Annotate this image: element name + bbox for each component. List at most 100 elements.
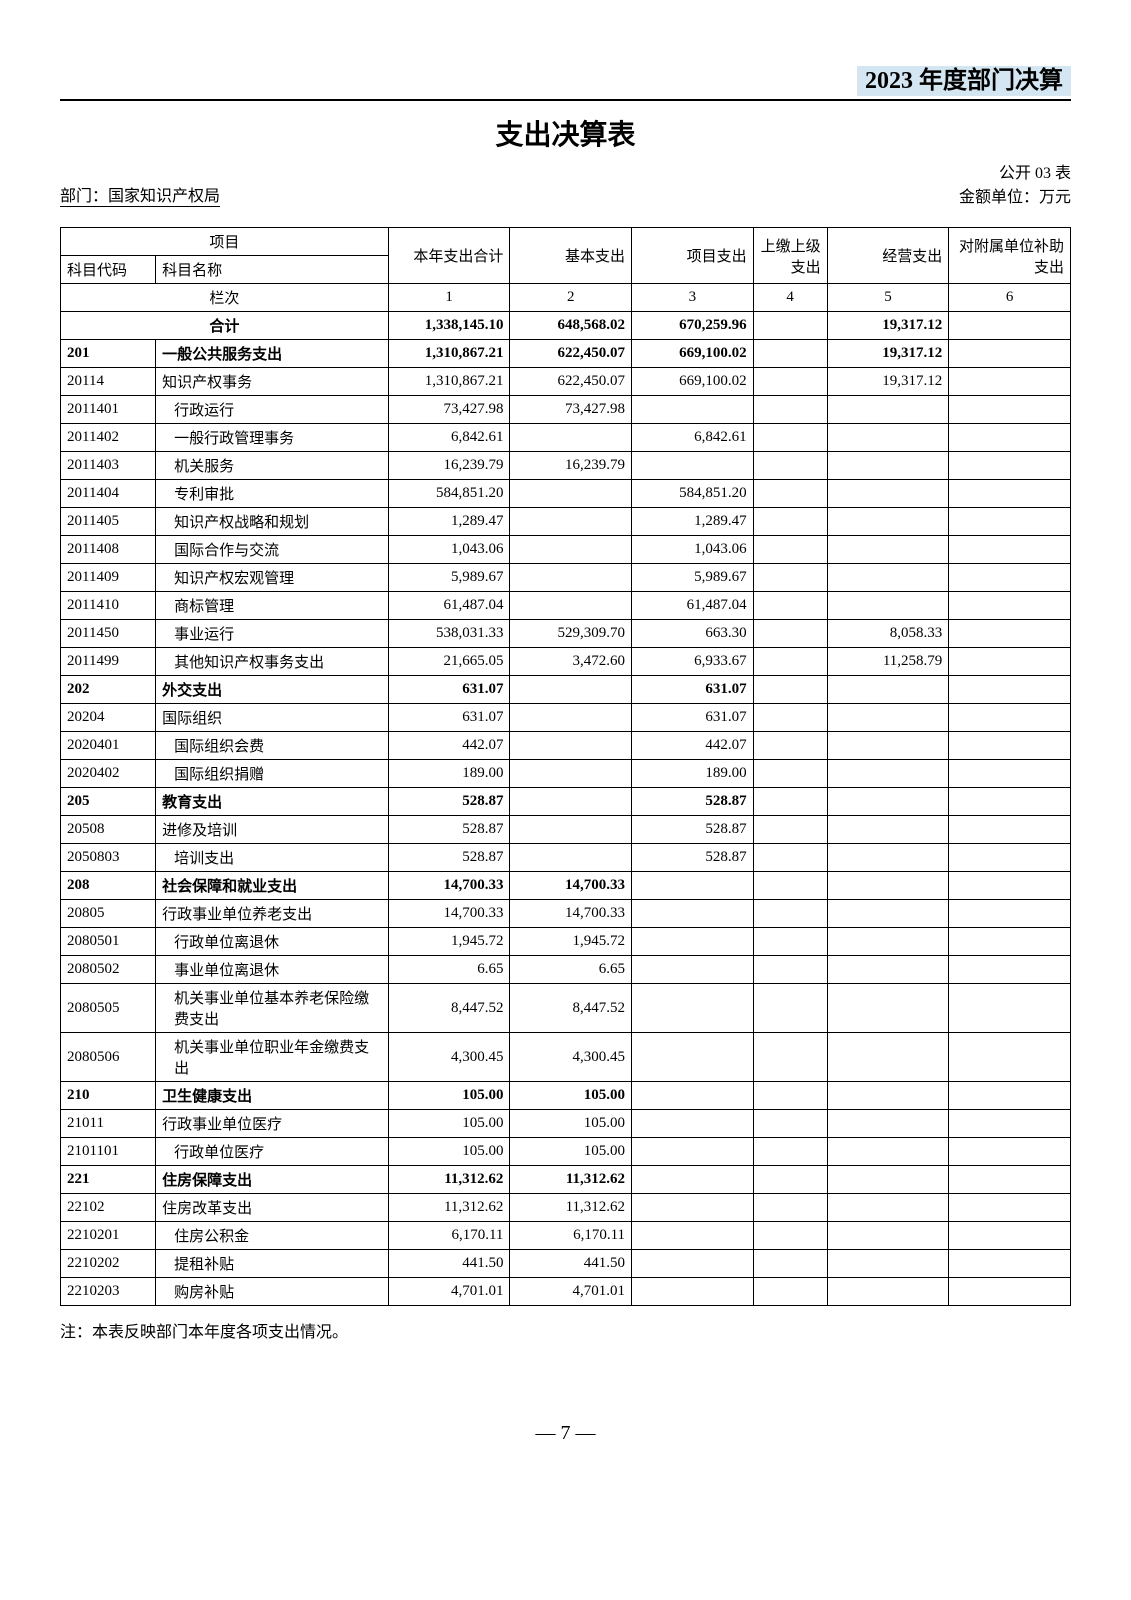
cell-business bbox=[827, 1166, 949, 1194]
cell-basic bbox=[510, 480, 632, 508]
cell-project bbox=[632, 984, 754, 1033]
cell-code: 201 bbox=[61, 340, 156, 368]
cell-business bbox=[827, 816, 949, 844]
table-row: 2080502事业单位离退休6.656.65 bbox=[61, 956, 1071, 984]
cell-basic bbox=[510, 564, 632, 592]
cell-name: 住房公积金 bbox=[156, 1222, 389, 1250]
cell-business bbox=[827, 1110, 949, 1138]
cell-subsidy bbox=[949, 648, 1071, 676]
cell-total: 105.00 bbox=[388, 1110, 510, 1138]
cell-code: 2020402 bbox=[61, 760, 156, 788]
cell-code: 2011499 bbox=[61, 648, 156, 676]
cell-code: 2011403 bbox=[61, 452, 156, 480]
cell-project: 631.07 bbox=[632, 676, 754, 704]
th-c5: 5 bbox=[827, 284, 949, 312]
cell-subsidy bbox=[949, 424, 1071, 452]
total-subsidy bbox=[949, 312, 1071, 340]
cell-total: 11,312.62 bbox=[388, 1194, 510, 1222]
cell-upper bbox=[753, 620, 827, 648]
cell-total: 6,170.11 bbox=[388, 1222, 510, 1250]
cell-business bbox=[827, 480, 949, 508]
cell-upper bbox=[753, 1194, 827, 1222]
cell-business bbox=[827, 928, 949, 956]
table-row: 20508进修及培训528.87528.87 bbox=[61, 816, 1071, 844]
table-row: 2011401行政运行73,427.9873,427.98 bbox=[61, 396, 1071, 424]
cell-project bbox=[632, 452, 754, 480]
cell-code: 2080501 bbox=[61, 928, 156, 956]
cell-upper bbox=[753, 592, 827, 620]
cell-business bbox=[827, 592, 949, 620]
cell-name: 购房补贴 bbox=[156, 1278, 389, 1306]
page-number: — 7 — bbox=[60, 1422, 1071, 1445]
cell-basic: 105.00 bbox=[510, 1138, 632, 1166]
department-label: 部门：国家知识产权局 bbox=[60, 182, 220, 207]
cell-subsidy bbox=[949, 1033, 1071, 1082]
cell-subsidy bbox=[949, 508, 1071, 536]
cell-subsidy bbox=[949, 956, 1071, 984]
cell-code: 2080506 bbox=[61, 1033, 156, 1082]
cell-basic: 14,700.33 bbox=[510, 900, 632, 928]
cell-code: 208 bbox=[61, 872, 156, 900]
cell-name: 事业单位离退休 bbox=[156, 956, 389, 984]
table-row: 2210201住房公积金6,170.116,170.11 bbox=[61, 1222, 1071, 1250]
cell-upper bbox=[753, 1110, 827, 1138]
cell-basic: 622,450.07 bbox=[510, 340, 632, 368]
cell-basic: 73,427.98 bbox=[510, 396, 632, 424]
cell-subsidy bbox=[949, 452, 1071, 480]
cell-upper bbox=[753, 452, 827, 480]
cell-business bbox=[827, 900, 949, 928]
cell-upper bbox=[753, 872, 827, 900]
cell-upper bbox=[753, 536, 827, 564]
cell-basic: 8,447.52 bbox=[510, 984, 632, 1033]
cell-basic: 6.65 bbox=[510, 956, 632, 984]
cell-code: 2020401 bbox=[61, 732, 156, 760]
total-upper bbox=[753, 312, 827, 340]
cell-basic bbox=[510, 788, 632, 816]
unit-label: 金额单位：万元 bbox=[959, 183, 1071, 207]
cell-name: 国际组织捐赠 bbox=[156, 760, 389, 788]
cell-code: 20508 bbox=[61, 816, 156, 844]
table-row: 2080506机关事业单位职业年金缴费支出4,300.454,300.45 bbox=[61, 1033, 1071, 1082]
th-row-label: 栏次 bbox=[61, 284, 389, 312]
cell-basic bbox=[510, 508, 632, 536]
cell-subsidy bbox=[949, 1082, 1071, 1110]
cell-project bbox=[632, 1033, 754, 1082]
cell-subsidy bbox=[949, 1194, 1071, 1222]
table-row: 2080505机关事业单位基本养老保险缴费支出8,447.528,447.52 bbox=[61, 984, 1071, 1033]
cell-basic: 16,239.79 bbox=[510, 452, 632, 480]
year-title-text: 2023 年度部门决算 bbox=[857, 66, 1071, 96]
cell-subsidy bbox=[949, 1222, 1071, 1250]
cell-name: 社会保障和就业支出 bbox=[156, 872, 389, 900]
cell-upper bbox=[753, 928, 827, 956]
cell-total: 631.07 bbox=[388, 676, 510, 704]
cell-project bbox=[632, 956, 754, 984]
cell-upper bbox=[753, 648, 827, 676]
table-row: 205教育支出528.87528.87 bbox=[61, 788, 1071, 816]
cell-subsidy bbox=[949, 340, 1071, 368]
cell-project bbox=[632, 396, 754, 424]
cell-total: 189.00 bbox=[388, 760, 510, 788]
cell-basic bbox=[510, 732, 632, 760]
cell-code: 2210203 bbox=[61, 1278, 156, 1306]
cell-project bbox=[632, 1082, 754, 1110]
cell-basic bbox=[510, 704, 632, 732]
cell-total: 528.87 bbox=[388, 844, 510, 872]
th-basic: 基本支出 bbox=[510, 228, 632, 284]
cell-name: 机关事业单位基本养老保险缴费支出 bbox=[156, 984, 389, 1033]
cell-name: 提租补贴 bbox=[156, 1250, 389, 1278]
cell-upper bbox=[753, 984, 827, 1033]
cell-business bbox=[827, 508, 949, 536]
cell-business bbox=[827, 452, 949, 480]
cell-project: 669,100.02 bbox=[632, 340, 754, 368]
table-row: 2050803培训支出528.87528.87 bbox=[61, 844, 1071, 872]
cell-project: 528.87 bbox=[632, 788, 754, 816]
cell-upper bbox=[753, 1222, 827, 1250]
cell-subsidy bbox=[949, 564, 1071, 592]
cell-business bbox=[827, 704, 949, 732]
cell-business bbox=[827, 564, 949, 592]
cell-project: 1,043.06 bbox=[632, 536, 754, 564]
cell-project bbox=[632, 928, 754, 956]
cell-name: 行政事业单位养老支出 bbox=[156, 900, 389, 928]
cell-name: 知识产权战略和规划 bbox=[156, 508, 389, 536]
cell-basic bbox=[510, 592, 632, 620]
